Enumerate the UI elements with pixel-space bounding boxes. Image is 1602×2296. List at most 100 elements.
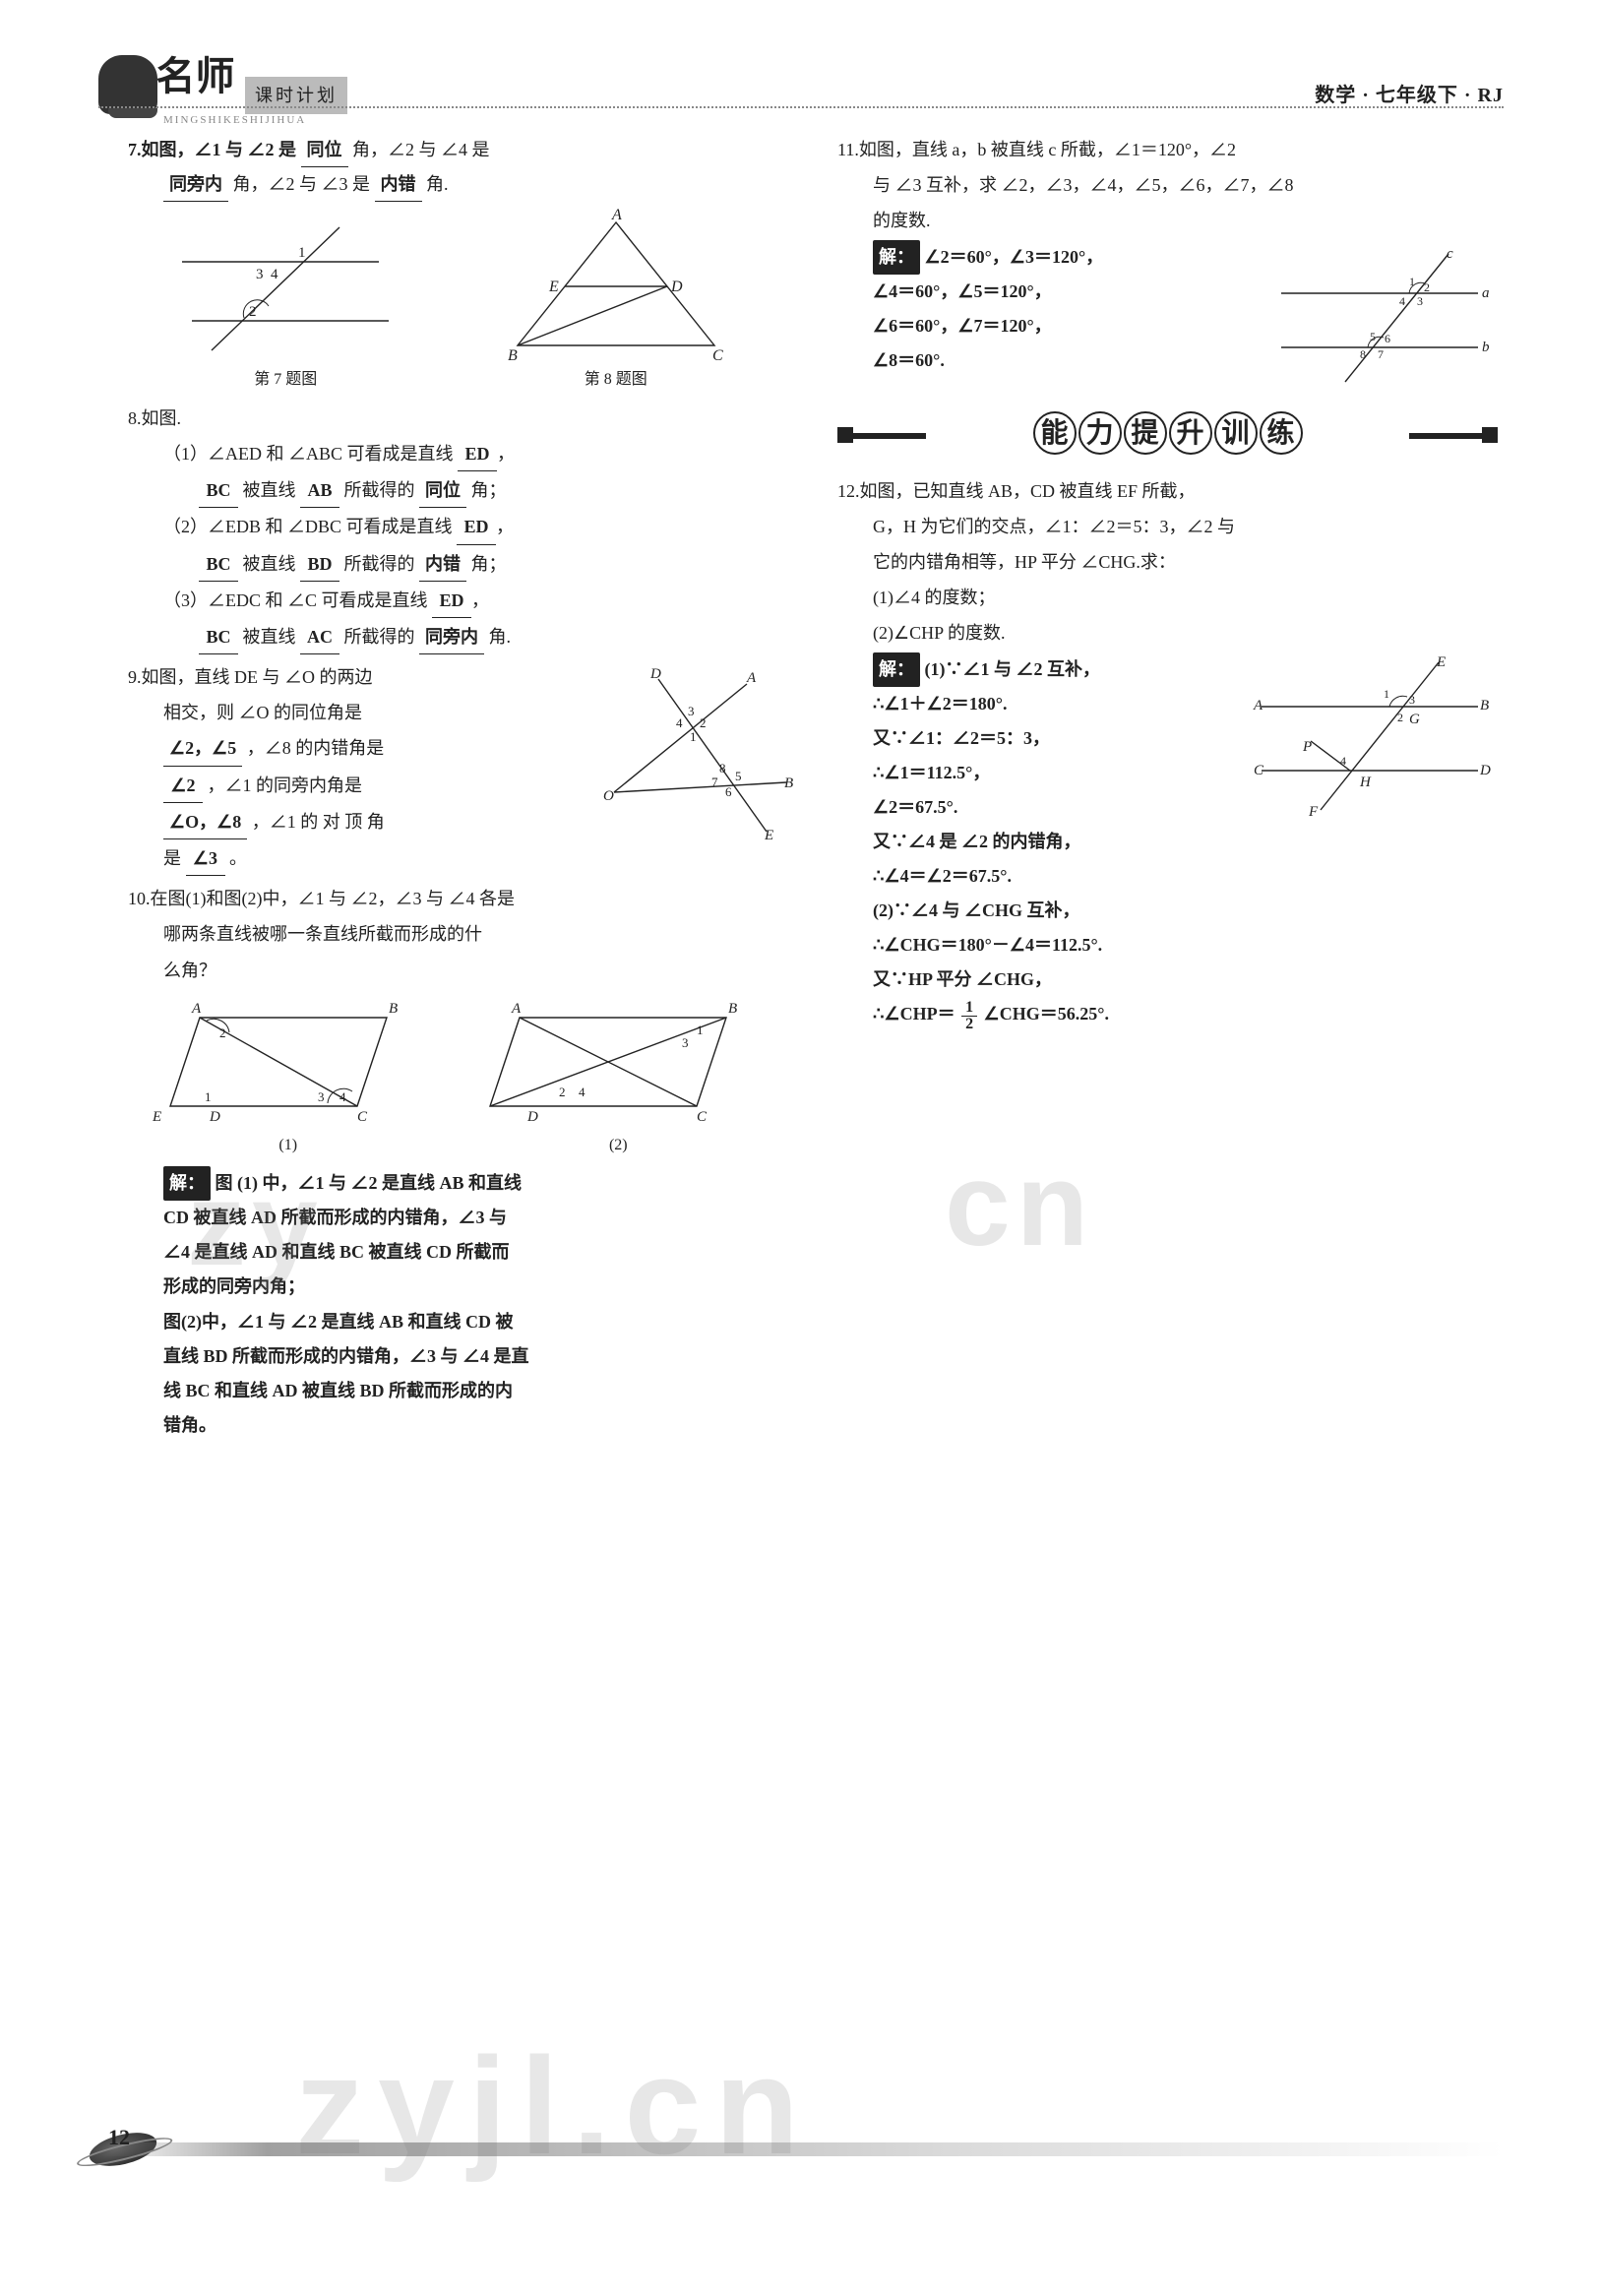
q12-s11a: ∴∠CHP＝ — [873, 1004, 955, 1024]
svg-text:b: b — [1482, 340, 1490, 355]
svg-text:3: 3 — [1409, 693, 1415, 707]
q7-cap2: 第 8 题图 — [488, 365, 744, 395]
svg-text:B: B — [728, 1001, 737, 1017]
section-c4: 训 — [1214, 411, 1258, 455]
svg-text:3: 3 — [256, 267, 264, 282]
logo-area: 名师 课时计划 MINGSHIKESHIJIHUA — [98, 39, 347, 131]
right-column: 11.如图，直线 a，b 被直线 c 所截，∠1＝120°，∠2 与 ∠3 互补… — [837, 133, 1498, 1449]
q9-b3: ∠O，∠8 — [163, 805, 247, 839]
q8-1g: 所截得的 — [344, 480, 415, 500]
section-title: 能 力 提 升 训 练 — [837, 411, 1498, 461]
svg-text:4: 4 — [579, 1085, 585, 1099]
svg-text:1: 1 — [697, 1023, 704, 1037]
sol12-label: 解： — [873, 652, 920, 687]
svg-text:4: 4 — [676, 715, 683, 730]
q9-b2: ∠2 — [163, 769, 203, 803]
q8-3f: AC — [300, 620, 339, 654]
q8-3a: （3）∠EDC 和 ∠C 可看成是直线 — [163, 590, 428, 610]
q9-tail: 。 — [229, 848, 247, 868]
svg-text:H: H — [1359, 775, 1372, 790]
header-subject: 数学 · 七年级下 · RJ — [1315, 77, 1504, 114]
svg-text:8: 8 — [1360, 347, 1366, 361]
svg-text:5: 5 — [735, 769, 742, 783]
q8-1i: 角； — [471, 480, 507, 500]
q7-tail: 角. — [426, 174, 449, 194]
q8-1f: AB — [300, 473, 339, 508]
q8-2e: 被直线 — [243, 554, 296, 574]
q8-3e: 被直线 — [243, 627, 296, 647]
q8-3b: ED — [432, 584, 471, 618]
q8-3d: BC — [199, 620, 238, 654]
svg-text:A: A — [511, 1001, 522, 1017]
svg-text:C: C — [357, 1109, 368, 1125]
q12-frac-num: 1 — [961, 1000, 977, 1017]
svg-text:2: 2 — [700, 715, 707, 730]
q9-b4: ∠3 — [186, 841, 225, 876]
svg-text:6: 6 — [725, 784, 732, 799]
q7-text: 7.如图，∠1 与 ∠2 是 — [128, 140, 296, 159]
q10-fig1: AB EDC 2 1 3 4 — [151, 993, 426, 1131]
fist-icon — [98, 55, 157, 114]
q12-s10: 又∵HP 平分 ∠CHG， — [873, 962, 1498, 997]
svg-text:4: 4 — [1340, 754, 1346, 768]
q12-s6: 又∵∠4 是 ∠2 的内错角， — [873, 825, 1498, 859]
page-bar — [98, 2142, 1504, 2156]
svg-text:2: 2 — [1424, 280, 1430, 294]
svg-text:A: A — [1253, 698, 1263, 714]
svg-text:1: 1 — [1384, 687, 1389, 701]
section-sq-r — [1482, 427, 1498, 443]
svg-text:F: F — [1308, 804, 1319, 820]
q8-2b: ED — [457, 510, 496, 544]
svg-text:7: 7 — [1378, 347, 1384, 361]
q12-fig: AB CD EF GH P 13 2 4 — [1252, 652, 1498, 820]
q9-l1: 9.如图，直线 DE 与 ∠O 的两边 — [128, 667, 373, 687]
q7-blank2: 同旁内 — [163, 167, 228, 202]
q7-figs: 1 3 4 2 第 7 题图 — [128, 208, 788, 395]
q9-l2: 相交，则 ∠O 的同位角是 — [163, 703, 362, 722]
svg-text:A: A — [611, 208, 622, 223]
q11-l1: 11.如图，直线 a，b 被直线 c 所截，∠1＝120°，∠2 — [837, 140, 1236, 159]
q8-2h: 内错 — [419, 547, 466, 582]
svg-text:E: E — [152, 1109, 161, 1125]
svg-text:D: D — [670, 279, 683, 295]
svg-text:C: C — [1254, 763, 1264, 778]
question-10: 10.在图(1)和图(2)中，∠1 与 ∠2，∠3 与 ∠4 各是 哪两条直线被… — [128, 882, 788, 1443]
q10-cap1: (1) — [151, 1131, 426, 1160]
q10-l2: 哪两条直线被哪一条直线所截而形成的什 — [163, 924, 482, 944]
svg-text:4: 4 — [339, 1089, 346, 1104]
q8-1a: （1）∠AED 和 ∠ABC 可看成是直线 — [163, 444, 454, 464]
question-8: 8.如图. （1）∠AED 和 ∠ABC 可看成是直线 ED， BC 被直线 A… — [128, 402, 788, 654]
svg-text:8: 8 — [719, 761, 726, 776]
svg-text:A: A — [746, 670, 757, 686]
svg-text:2: 2 — [559, 1085, 566, 1099]
q8-2i: 角； — [471, 554, 507, 574]
q10-l1: 10.在图(1)和图(2)中，∠1 与 ∠2，∠3 与 ∠4 各是 — [128, 889, 515, 908]
svg-text:3: 3 — [688, 704, 695, 718]
q12-s11b: ∠CHG＝56.25°. — [984, 1004, 1109, 1024]
svg-text:B: B — [508, 347, 518, 364]
svg-text:D: D — [1479, 763, 1491, 778]
q8-1h: 同位 — [419, 473, 466, 508]
q11-l2: 与 ∠3 互补，求 ∠2，∠3，∠4，∠5，∠6，∠7，∠8 — [873, 175, 1294, 195]
q8-3h: 同旁内 — [419, 620, 484, 654]
sol11-label: 解： — [873, 240, 920, 275]
svg-text:4: 4 — [271, 267, 278, 282]
q10-s2: CD 被直线 AD 所截而形成的内错角，∠3 与 — [163, 1208, 507, 1227]
svg-text:D: D — [649, 666, 661, 682]
section-c0: 能 — [1033, 411, 1077, 455]
q7-blank3: 内错 — [375, 167, 422, 202]
q8-head: 8.如图. — [128, 402, 788, 435]
q10-s3: ∠4 是直线 AD 和直线 BC 被直线 CD 所截而 — [163, 1242, 510, 1262]
section-c5: 练 — [1260, 411, 1303, 455]
svg-text:E: E — [1436, 654, 1446, 670]
q12-frac-den: 2 — [961, 1017, 977, 1032]
question-12: 12.如图，已知直线 AB，CD 被直线 EF 所截， G，H 为它们的交点，∠… — [837, 474, 1498, 1032]
svg-text:A: A — [191, 1001, 202, 1017]
q10-s4: 形成的同旁内角； — [163, 1276, 305, 1296]
svg-text:2: 2 — [1397, 711, 1403, 724]
q12-s8: (2)∵∠4 与 ∠CHG 互补， — [873, 894, 1498, 928]
svg-text:1: 1 — [205, 1089, 212, 1104]
q10-s7: 线 BC 和直线 AD 被直线 BD 所截而形成的内 — [163, 1381, 513, 1400]
q8-fig: A E D B C — [488, 208, 744, 365]
svg-text:B: B — [1480, 698, 1489, 714]
